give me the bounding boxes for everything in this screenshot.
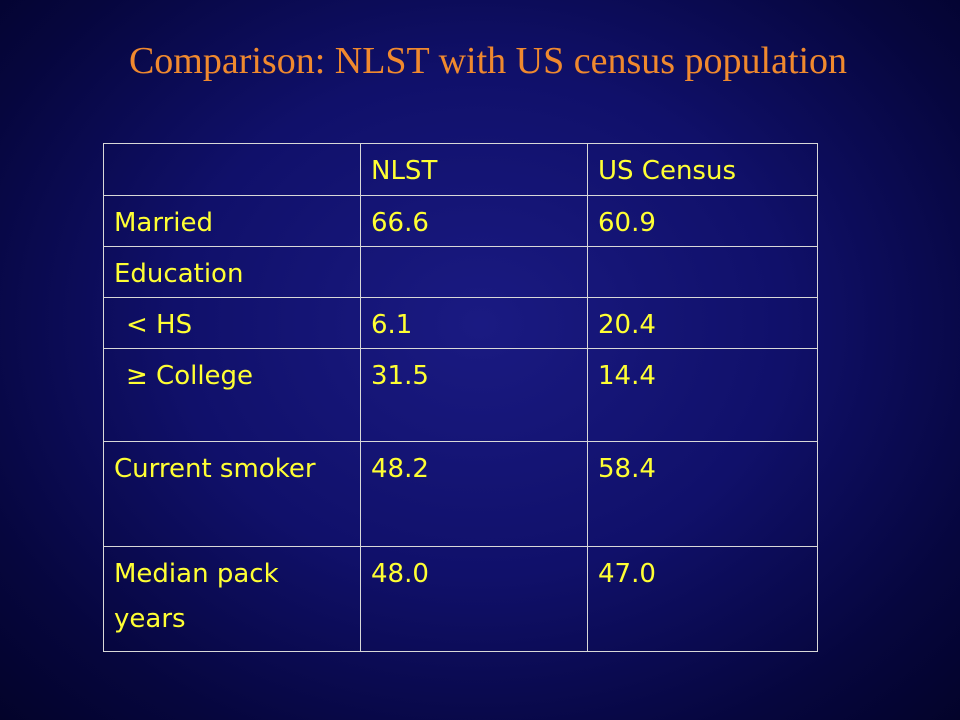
- cell-census-married: 60.9: [587, 195, 818, 247]
- cell-nlst-median-pack-years: 48.0: [360, 546, 588, 652]
- header-us-census: US Census: [587, 143, 818, 196]
- row-label-college: ≥ College: [103, 348, 361, 442]
- cell-nlst-married: 66.6: [360, 195, 588, 247]
- header-nlst: NLST: [360, 143, 588, 196]
- table-row: Current smoker 48.2 58.4: [103, 441, 818, 547]
- table-row: ≥ College 31.5 14.4: [103, 348, 818, 442]
- row-label-education: Education: [103, 246, 361, 298]
- table-row: Education: [103, 246, 818, 298]
- cell-nlst-college: 31.5: [360, 348, 588, 442]
- table-row: Median pack years 48.0 47.0: [103, 546, 818, 652]
- cell-nlst-education: [360, 246, 588, 298]
- cell-nlst-current-smoker: 48.2: [360, 441, 588, 547]
- cell-census-college: 14.4: [587, 348, 818, 442]
- row-label-current-smoker: Current smoker: [103, 441, 361, 547]
- cell-census-median-pack-years: 47.0: [587, 546, 818, 652]
- cell-census-current-smoker: 58.4: [587, 441, 818, 547]
- row-label-less-than-hs: < HS: [103, 297, 361, 349]
- header-empty-cell: [103, 143, 361, 196]
- slide-title: Comparison: NLST with US census populati…: [128, 40, 848, 82]
- table-row: Married 66.6 60.9: [103, 195, 818, 247]
- comparison-table: NLST US Census Married 66.6 60.9 Educati…: [103, 143, 818, 652]
- row-label-married: Married: [103, 195, 361, 247]
- cell-census-less-than-hs: 20.4: [587, 297, 818, 349]
- table-row: < HS 6.1 20.4: [103, 297, 818, 349]
- table-header-row: NLST US Census: [103, 143, 818, 196]
- cell-nlst-less-than-hs: 6.1: [360, 297, 588, 349]
- cell-census-education: [587, 246, 818, 298]
- row-label-median-pack-years: Median pack years: [103, 546, 361, 652]
